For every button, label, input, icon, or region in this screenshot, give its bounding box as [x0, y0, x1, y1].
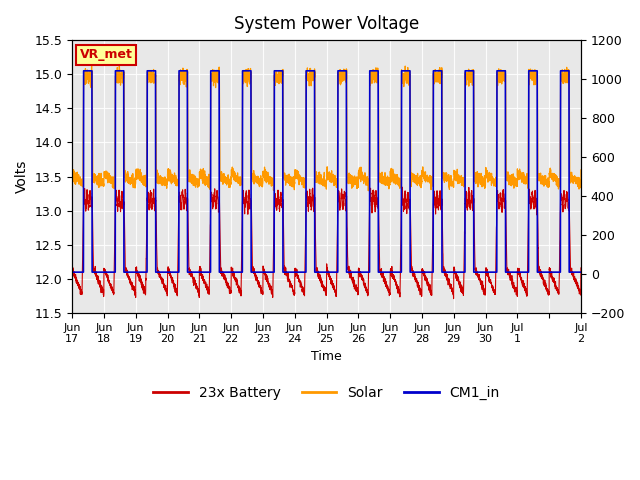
X-axis label: Time: Time — [311, 350, 342, 363]
Text: VR_met: VR_met — [80, 48, 132, 61]
Y-axis label: Volts: Volts — [15, 160, 29, 193]
23x Battery — [174, 276, 182, 282]
Line: Solar: Solar — [72, 65, 581, 191]
CM1_in — [80, 68, 88, 74]
Solar — [504, 174, 512, 180]
23x Battery — [577, 265, 585, 271]
Solar — [466, 73, 474, 79]
CM1_in — [372, 68, 380, 74]
Solar — [345, 170, 353, 176]
23x Battery — [450, 296, 458, 301]
23x Battery — [398, 184, 406, 190]
23x Battery — [68, 265, 76, 271]
23x Battery — [504, 268, 512, 274]
CM1_in — [491, 269, 499, 275]
Line: 23x Battery: 23x Battery — [72, 187, 581, 299]
CM1_in — [345, 269, 353, 275]
Solar — [68, 168, 76, 174]
Title: System Power Voltage: System Power Voltage — [234, 15, 419, 33]
Solar — [577, 167, 585, 173]
CM1_in — [174, 269, 182, 275]
23x Battery — [345, 266, 353, 272]
23x Battery — [372, 191, 380, 197]
23x Battery — [491, 288, 499, 294]
Solar — [365, 188, 372, 193]
23x Battery — [466, 198, 474, 204]
Line: CM1_in: CM1_in — [72, 71, 581, 272]
CM1_in — [504, 269, 512, 275]
CM1_in — [577, 269, 585, 275]
CM1_in — [68, 269, 76, 275]
Legend: 23x Battery, Solar, CM1_in: 23x Battery, Solar, CM1_in — [148, 380, 506, 405]
Solar — [174, 180, 182, 186]
Solar — [491, 179, 499, 184]
Solar — [88, 62, 95, 68]
Solar — [372, 72, 380, 77]
CM1_in — [466, 68, 474, 74]
